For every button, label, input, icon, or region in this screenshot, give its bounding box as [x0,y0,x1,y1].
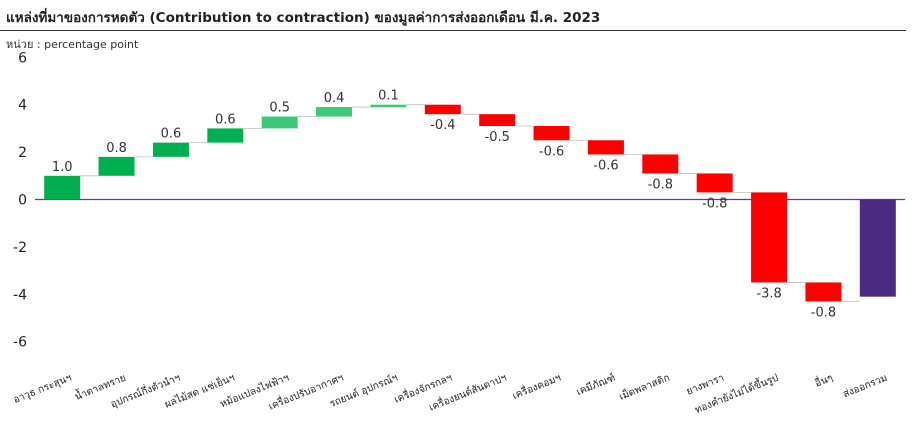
data-label-12: -0.8 [702,196,727,211]
data-label-8: -0.5 [485,130,510,145]
y-tick-label: 6 [18,50,27,66]
bar-12 [696,173,733,193]
bar-4 [261,116,298,129]
bar-2 [152,142,189,157]
bar-11 [642,154,679,174]
bar-7 [424,104,461,115]
category-label-9: เครื่องคอมฯ [510,370,563,402]
bar-14 [805,282,842,302]
bar-9 [533,126,570,141]
category-label-0: อาวุธ กระสุนฯ [12,373,73,406]
y-tick-label: 2 [18,145,27,161]
bar-13 [751,192,788,283]
data-label-2: 0.6 [161,127,182,142]
category-label-14: อื่นๆ [812,370,834,390]
data-label-11: -0.8 [648,177,673,192]
bar-10 [587,140,624,155]
data-label-1: 0.8 [106,141,127,156]
y-tick-label: -6 [13,335,27,351]
data-label-10: -0.6 [593,158,618,173]
title-divider [0,30,906,31]
unit-label: หน่วย : percentage point [6,38,139,51]
bar-5 [316,107,353,117]
chart-title: แหล่งที่มาของการหดตัว (Contribution to c… [6,10,601,26]
category-label-12: ยางพารา [685,373,726,398]
y-tick-label: -2 [13,240,27,256]
y-tick-label: 0 [18,193,27,209]
data-label-0: 1.0 [52,160,73,175]
data-label-5: 0.4 [324,91,345,106]
category-label-13: ทองคำยังไม่ได้ขึ้นรูป [692,370,780,416]
data-label-7: -0.4 [430,118,455,133]
data-label-13: -3.8 [756,286,781,301]
data-label-9: -0.6 [539,144,564,159]
bar-3 [207,128,244,143]
category-label-11: เม็ดพลาสติก [617,370,672,403]
data-label-14: -0.8 [811,305,836,320]
category-label-10: เคมีภัณฑ์ [575,372,617,398]
data-label-6: 0.1 [378,89,399,104]
y-tick-label: 4 [18,98,27,114]
bars-layer [44,104,896,302]
bar-6 [370,104,407,108]
bar-8 [479,114,516,127]
data-label-4: 0.5 [269,101,290,116]
bar-15 [859,199,896,297]
data-label-3: 0.6 [215,112,236,127]
bar-1 [98,156,135,176]
bar-0 [44,175,81,200]
category-label-15: ส่งออกรวม [842,373,889,401]
y-tick-label: -4 [13,287,27,303]
